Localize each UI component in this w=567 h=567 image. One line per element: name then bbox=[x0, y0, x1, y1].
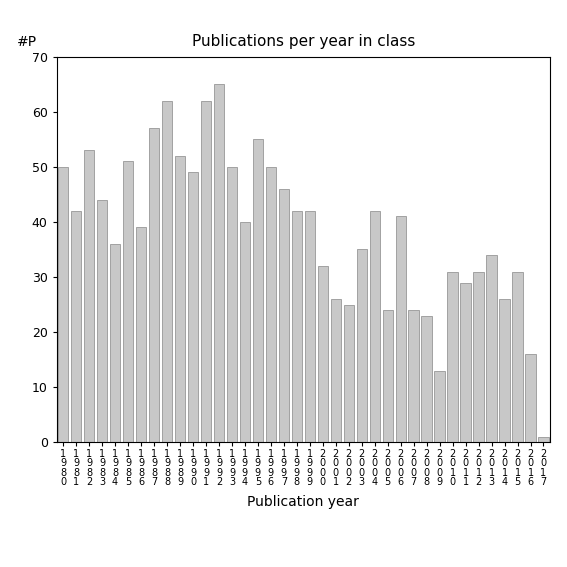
Title: Publications per year in class: Publications per year in class bbox=[192, 33, 415, 49]
Bar bbox=[447, 272, 458, 442]
Bar bbox=[240, 222, 250, 442]
Bar bbox=[58, 167, 69, 442]
Bar bbox=[278, 189, 289, 442]
Bar bbox=[421, 316, 432, 442]
Bar bbox=[123, 162, 133, 442]
Bar bbox=[513, 272, 523, 442]
Bar bbox=[97, 200, 107, 442]
Bar bbox=[473, 272, 484, 442]
Bar bbox=[188, 172, 198, 442]
Bar bbox=[396, 217, 406, 442]
Bar bbox=[175, 156, 185, 442]
Bar bbox=[486, 255, 497, 442]
Bar bbox=[214, 84, 224, 442]
Bar bbox=[318, 266, 328, 442]
Bar bbox=[408, 310, 419, 442]
Bar bbox=[84, 150, 94, 442]
Bar bbox=[162, 101, 172, 442]
Bar bbox=[291, 211, 302, 442]
Bar bbox=[460, 282, 471, 442]
Bar bbox=[538, 437, 549, 442]
Bar bbox=[370, 211, 380, 442]
Bar bbox=[71, 211, 82, 442]
Text: #P: #P bbox=[17, 35, 37, 49]
Bar bbox=[344, 304, 354, 442]
Bar bbox=[357, 249, 367, 442]
Bar bbox=[227, 167, 237, 442]
X-axis label: Publication year: Publication year bbox=[247, 495, 359, 509]
Bar bbox=[253, 139, 263, 442]
Bar bbox=[304, 211, 315, 442]
Bar bbox=[500, 299, 510, 442]
Bar bbox=[434, 371, 445, 442]
Bar bbox=[383, 310, 393, 442]
Bar bbox=[149, 128, 159, 442]
Bar bbox=[266, 167, 276, 442]
Bar bbox=[201, 101, 211, 442]
Bar bbox=[110, 244, 120, 442]
Bar bbox=[331, 299, 341, 442]
Bar bbox=[136, 227, 146, 442]
Bar bbox=[525, 354, 536, 442]
